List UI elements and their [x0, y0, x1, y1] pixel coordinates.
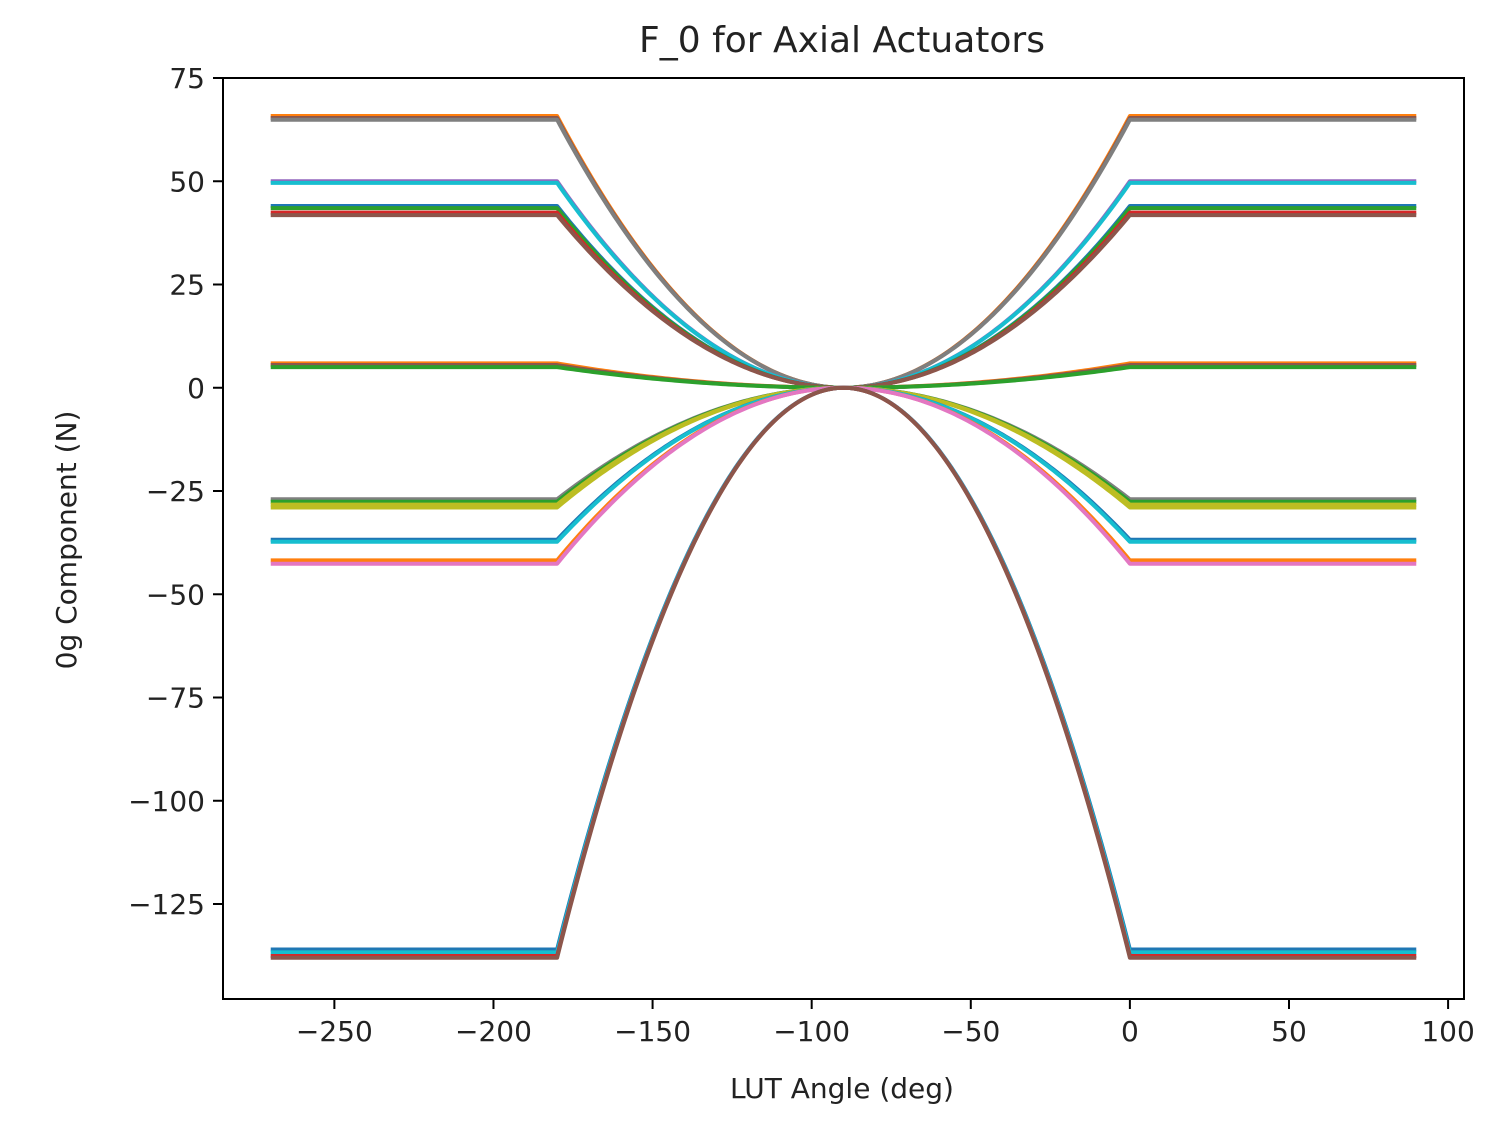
series-line	[270, 204, 1417, 390]
series-line	[270, 117, 1417, 390]
series-line	[270, 385, 1417, 502]
y-tick-label: 50	[169, 165, 205, 198]
series-line	[270, 385, 1417, 542]
y-tick-label: −25	[146, 475, 205, 508]
y-tick-label: 25	[169, 269, 205, 302]
y-tick-label: 75	[169, 62, 205, 95]
series-line	[270, 385, 1417, 952]
series-line	[270, 365, 1417, 390]
x-axis-label: LUT Angle (deg)	[730, 1072, 954, 1105]
series-line	[270, 385, 1417, 955]
plot-frame	[222, 77, 1465, 1000]
y-tick-label: 0	[187, 372, 205, 405]
x-tick-label: −50	[941, 1015, 1000, 1048]
y-axis-label: 0g Component (N)	[50, 411, 83, 670]
x-tick-label: −200	[455, 1015, 532, 1048]
series-line	[270, 385, 1417, 544]
y-tick-label: −50	[146, 578, 205, 611]
y-axis: 75 50 25 0 −25 −50 −75 −100 −125	[128, 62, 223, 921]
x-tick-label: 50	[1271, 1015, 1307, 1048]
series-line	[270, 385, 1417, 959]
series-line	[270, 385, 1417, 504]
series-line	[270, 385, 1417, 960]
x-tick-label: −250	[296, 1015, 373, 1048]
y-tick-label: −100	[128, 785, 205, 818]
series-line	[270, 385, 1417, 510]
x-axis: −250 −200 −150 −100 −50 0 50 100	[296, 999, 1475, 1048]
x-tick-label: 100	[1421, 1015, 1474, 1048]
x-tick-label: −150	[614, 1015, 691, 1048]
chart-title: F_0 for Axial Actuators	[639, 20, 1045, 61]
series-line	[270, 385, 1417, 563]
x-tick-label: 0	[1121, 1015, 1139, 1048]
y-tick-label: −75	[146, 682, 205, 715]
series-line	[270, 206, 1417, 390]
series-layer	[270, 114, 1417, 960]
series-line	[270, 114, 1417, 390]
x-tick-label: −100	[773, 1015, 850, 1048]
series-line	[270, 385, 1417, 507]
series-line	[270, 385, 1417, 566]
series-line	[270, 116, 1417, 390]
y-tick-label: −125	[128, 888, 205, 921]
